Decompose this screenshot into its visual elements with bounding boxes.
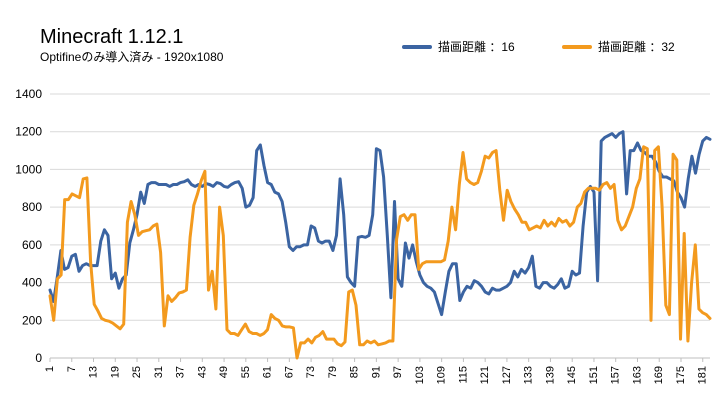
legend-item-series-1: 描画距離 ：16 <box>402 38 515 55</box>
series-line-1 <box>48 130 712 317</box>
y-tick-label: 1000 <box>15 162 42 176</box>
x-tick-label: 181 <box>697 366 709 384</box>
x-tick-label: 1 <box>44 366 56 372</box>
y-tick-label: 400 <box>22 276 42 290</box>
legend-swatch-series-1 <box>402 44 432 49</box>
chart-title: Minecraft 1.12.1 <box>40 26 184 48</box>
x-tick-label: 151 <box>588 366 600 384</box>
y-tick-label: 800 <box>22 200 42 214</box>
x-tick-label: 115 <box>457 366 469 384</box>
y-tick-label: 1400 <box>15 87 42 101</box>
x-tick-label: 37 <box>175 366 187 378</box>
x-tick-label: 103 <box>414 366 426 384</box>
x-tick-label: 43 <box>196 366 208 378</box>
series-line-2 <box>48 145 712 360</box>
legend-item-series-2: 描画距離 ：32 <box>562 38 675 55</box>
legend-swatch-series-2 <box>562 44 592 49</box>
x-tick-label: 175 <box>675 366 687 384</box>
x-tick-label: 55 <box>240 366 252 378</box>
y-tick-label: 600 <box>22 238 42 252</box>
x-tick-label: 97 <box>392 366 404 378</box>
x-tick-label: 163 <box>631 366 643 384</box>
x-tick-label: 7 <box>66 366 78 372</box>
x-tick-label: 133 <box>523 366 535 384</box>
x-tick-label: 61 <box>262 366 274 378</box>
legend-label-series-1: 描画距離 ：16 <box>438 40 515 54</box>
x-tick-label: 121 <box>479 366 491 384</box>
x-tick-label: 157 <box>610 366 622 384</box>
chart-subtitle: Optifineのみ導入済み - 1920x1080 <box>40 50 224 64</box>
x-tick-label: 169 <box>653 366 665 384</box>
y-tick-label: 1200 <box>15 125 42 139</box>
x-tick-label: 79 <box>327 366 339 378</box>
y-tick-label: 200 <box>22 313 42 327</box>
x-tick-label: 109 <box>436 366 448 384</box>
x-tick-label: 25 <box>131 366 143 378</box>
x-tick-label: 145 <box>566 366 578 384</box>
x-tick-label: 67 <box>283 366 295 378</box>
x-tick-label: 13 <box>88 366 100 378</box>
x-tick-label: 19 <box>109 366 121 378</box>
x-tick-label: 49 <box>218 366 230 378</box>
x-tick-label: 127 <box>501 366 513 384</box>
legend-label-series-2: 描画距離 ：32 <box>598 40 675 54</box>
x-tick-label: 91 <box>370 366 382 378</box>
x-tick-label: 31 <box>153 366 165 378</box>
x-tick-label: 139 <box>544 366 556 384</box>
x-tick-label: 85 <box>349 366 361 378</box>
x-tick-label: 73 <box>305 366 317 378</box>
y-tick-label: 0 <box>35 351 42 365</box>
